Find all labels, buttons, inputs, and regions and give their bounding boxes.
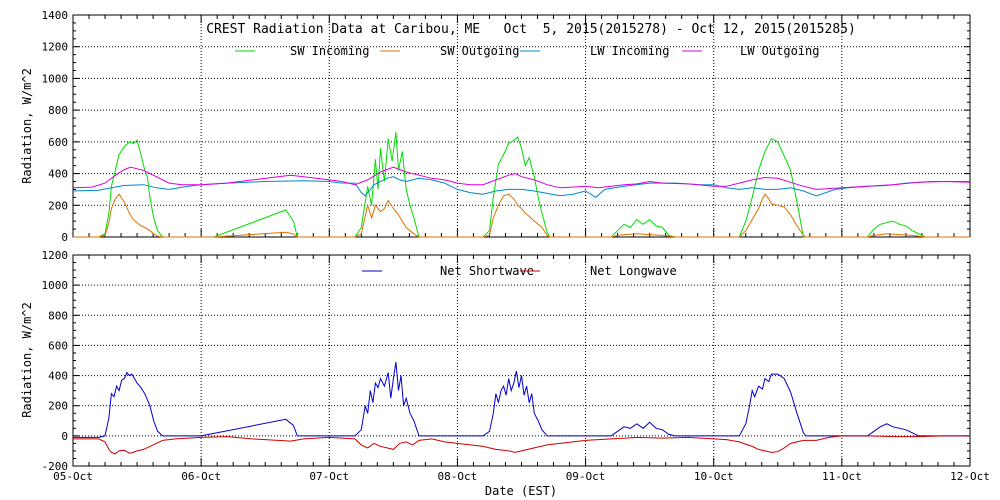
- x-tick-labels: 05-Oct 06-Oct 07-Oct 08-Oct 09-Oct 10-Oct 11-O…: [53, 470, 990, 483]
- bottom-y-tick-labels: -200 0 200 400 600 800 1000 1200: [42, 249, 69, 473]
- bottom-axis-ticks: [72, 254, 971, 467]
- bottom-legend: Net Shortwave Net Longwave: [362, 264, 677, 278]
- y-tick-label: 800: [48, 104, 68, 117]
- y-tick-label: 1200: [42, 41, 69, 54]
- top-panel-sw-lw-radiation: 0 200 400 600 800 1000 1200 1400 Radiation, W/m…: [20, 9, 971, 244]
- x-tick-label: 05-Oct: [53, 470, 93, 483]
- y-tick-label: 0: [61, 430, 68, 443]
- x-tick-label: 10-Oct: [694, 470, 734, 483]
- bottom-y-axis-label: Radiation, W/m^2: [20, 302, 34, 418]
- top-y-axis-label: Radiation, W/m^2: [20, 68, 34, 184]
- y-tick-label: 1000: [42, 279, 69, 292]
- y-tick-label: 0: [61, 231, 68, 244]
- legend-label: SW Outgoing: [440, 44, 519, 58]
- y-tick-label: 400: [48, 168, 68, 181]
- legend-label: Net Shortwave: [440, 264, 534, 278]
- bottom-plot-area: [72, 254, 971, 467]
- top-legend: SW Incoming SW Outgoing LW Incoming LW Outg…: [235, 44, 819, 58]
- legend-label: SW Incoming: [290, 44, 369, 58]
- x-tick-label: 06-Oct: [181, 470, 221, 483]
- bottom-panel-net-radiation: -200 0 200 400 600 800 1000 1200 Radiation, W/m…: [20, 249, 990, 498]
- x-tick-label: 08-Oct: [438, 470, 478, 483]
- series-line-sw-outgoing: [73, 193, 970, 238]
- y-tick-label: 1200: [42, 249, 69, 262]
- y-tick-label: 200: [48, 199, 68, 212]
- y-tick-label: 1000: [42, 72, 69, 85]
- x-tick-label: 12-Oct: [950, 470, 990, 483]
- legend-label: Net Longwave: [590, 264, 677, 278]
- legend-label: LW Outgoing: [740, 44, 819, 58]
- y-tick-label: -200: [42, 460, 69, 473]
- top-series-lines: [72, 132, 971, 238]
- top-axis-ticks: [72, 14, 971, 238]
- top-grid: [73, 15, 970, 237]
- y-tick-label: 400: [48, 370, 68, 383]
- series-line-lw-incoming: [72, 176, 970, 199]
- legend-label: LW Incoming: [590, 44, 669, 58]
- y-tick-label: 800: [48, 309, 68, 322]
- y-tick-label: 600: [48, 136, 68, 149]
- top-plot-area: [72, 14, 971, 238]
- top-y-tick-labels: 0 200 400 600 800 1000 1200 1400: [42, 9, 69, 244]
- x-tick-label: 11-Oct: [822, 470, 862, 483]
- y-tick-label: 600: [48, 339, 68, 352]
- y-tick-label: 1400: [42, 9, 69, 22]
- x-tick-label: 07-Oct: [309, 470, 349, 483]
- series-line-lw-outgoing: [72, 166, 971, 190]
- x-axis-label: Date (EST): [485, 484, 557, 498]
- bottom-series-lines: [73, 361, 970, 455]
- chart-title: CREST Radiation Data at Caribou, ME Oct …: [206, 22, 856, 37]
- x-tick-label: 09-Oct: [566, 470, 606, 483]
- series-line-net-shortwave: [73, 361, 970, 438]
- series-line-net-longwave: [73, 435, 970, 455]
- series-line-sw-incoming: [73, 132, 970, 238]
- y-tick-label: 200: [48, 400, 68, 413]
